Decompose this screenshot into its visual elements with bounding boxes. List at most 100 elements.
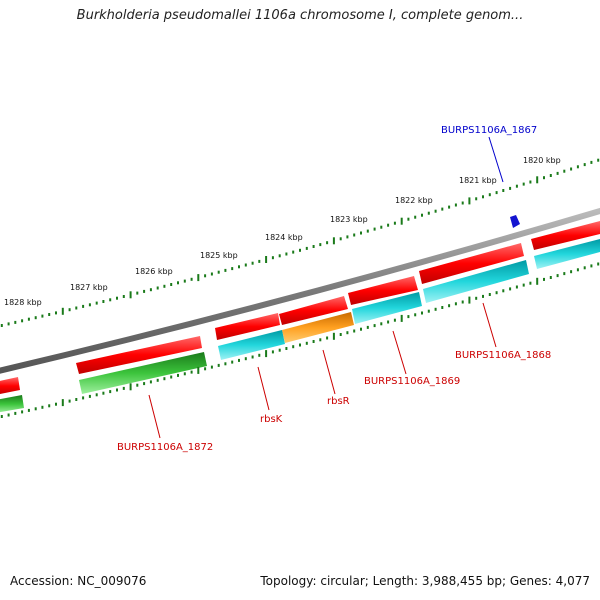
inner-ruler-minor-tick bbox=[576, 268, 579, 272]
outer-ruler-minor-tick bbox=[529, 180, 532, 184]
gene-rbsk-forward[interactable] bbox=[215, 313, 280, 340]
inner-ruler-ticks bbox=[0, 262, 600, 418]
inner-ruler-minor-tick bbox=[556, 274, 559, 278]
inner-ruler-minor-tick bbox=[522, 283, 525, 287]
outer-ruler-minor-tick bbox=[292, 250, 295, 254]
inner-ruler-major-tick bbox=[332, 332, 335, 340]
inner-ruler-major-tick bbox=[536, 277, 539, 285]
accession-text: Accession: NC_009076 bbox=[10, 574, 147, 588]
outer-ruler-minor-tick bbox=[482, 195, 484, 199]
outer-ruler-minor-tick bbox=[380, 225, 383, 229]
gene-burps1106a-1869[interactable] bbox=[348, 276, 418, 305]
outer-ruler-minor-tick bbox=[14, 320, 17, 324]
outer-ruler-minor-tick bbox=[55, 311, 57, 315]
outer-ruler-minor-tick bbox=[82, 304, 85, 308]
outer-ruler-minor-tick bbox=[434, 209, 437, 213]
inner-ruler-minor-tick bbox=[339, 333, 342, 336]
gene-burps1106a-1872[interactable] bbox=[79, 352, 207, 394]
outer-ruler-minor-tick bbox=[576, 165, 579, 169]
gene-rbsr[interactable] bbox=[282, 312, 354, 343]
inner-ruler-minor-tick bbox=[583, 266, 586, 270]
inner-ruler-minor-tick bbox=[48, 404, 51, 408]
label-rbsk[interactable]: rbsK bbox=[260, 414, 283, 425]
inner-ruler-minor-tick bbox=[271, 350, 274, 354]
inner-ruler-minor-tick bbox=[495, 291, 498, 295]
outer-ruler-minor-tick bbox=[461, 201, 464, 205]
inner-ruler-minor-tick bbox=[258, 353, 261, 357]
inner-ruler-minor-tick bbox=[482, 294, 484, 298]
outer-ruler-minor-tick bbox=[190, 277, 193, 281]
label-burps1106a-1867[interactable]: BURPS1106A_1867 bbox=[441, 125, 537, 136]
outer-ruler-minor-tick bbox=[21, 319, 24, 323]
label-burps1106a-1872[interactable]: BURPS1106A_1872 bbox=[117, 442, 213, 453]
outer-ruler-minor-tick bbox=[488, 193, 491, 197]
reverse-strand-genes[interactable] bbox=[0, 239, 600, 413]
outer-ruler-minor-tick bbox=[515, 184, 518, 188]
outer-ruler-minor-tick bbox=[583, 163, 586, 167]
outer-ruler-minor-tick bbox=[210, 272, 213, 276]
outer-ruler-minor-tick bbox=[231, 267, 234, 271]
inner-ruler-minor-tick bbox=[0, 415, 3, 418]
inner-ruler-minor-tick bbox=[543, 277, 545, 281]
outer-ruler-minor-tick bbox=[339, 237, 342, 241]
outer-ruler-minor-tick bbox=[543, 176, 545, 180]
outer-ruler-minor-tick bbox=[441, 207, 444, 211]
gene-left-edge-forward[interactable] bbox=[0, 377, 20, 395]
outer-ruler-minor-tick bbox=[299, 248, 301, 252]
gene-rbsk-reverse[interactable] bbox=[218, 330, 285, 360]
inner-ruler-minor-tick bbox=[190, 370, 193, 374]
inner-ruler-minor-tick bbox=[312, 340, 315, 343]
inner-ruler-minor-tick bbox=[421, 311, 423, 315]
inner-ruler-minor-tick bbox=[353, 329, 356, 333]
label-burps1106a-1868[interactable]: BURPS1106A_1868 bbox=[455, 350, 551, 361]
gene-burps1106a-1868[interactable] bbox=[419, 243, 524, 284]
position-marker-icon[interactable] bbox=[510, 215, 520, 228]
inner-ruler-minor-tick bbox=[217, 363, 220, 367]
outer-ruler-minor-tick bbox=[319, 243, 322, 247]
ruler-label-1824: 1824 kbp bbox=[265, 233, 303, 242]
inner-ruler-minor-tick bbox=[177, 373, 179, 377]
gene-left-edge-reverse[interactable] bbox=[0, 395, 24, 413]
outer-ruler-minor-tick bbox=[570, 167, 573, 171]
gene-burps1106a-1872-forward[interactable] bbox=[76, 336, 202, 374]
inner-ruler-minor-tick bbox=[454, 302, 457, 306]
outer-ruler-minor-tick bbox=[326, 241, 329, 245]
inner-ruler-minor-tick bbox=[502, 289, 505, 293]
gene-burps1106a-1867[interactable] bbox=[531, 221, 600, 250]
forward-strand-genes[interactable] bbox=[0, 221, 600, 395]
inner-ruler-minor-tick bbox=[563, 272, 566, 276]
inner-ruler-minor-tick bbox=[299, 343, 301, 347]
inner-ruler-minor-tick bbox=[204, 367, 207, 371]
gene-right-edge-reverse[interactable] bbox=[534, 239, 600, 269]
inner-ruler-minor-tick bbox=[278, 348, 281, 352]
outer-ruler-minor-tick bbox=[448, 205, 451, 209]
gene-rbsr-forward[interactable] bbox=[279, 296, 348, 325]
inner-ruler-minor-tick bbox=[305, 341, 308, 345]
inner-ruler-minor-tick bbox=[143, 382, 146, 386]
inner-ruler-minor-tick bbox=[41, 405, 44, 409]
ruler-label-1827: 1827 kbp bbox=[70, 283, 108, 292]
inner-ruler-minor-tick bbox=[597, 262, 600, 266]
outer-ruler-minor-tick bbox=[244, 263, 247, 267]
outer-ruler-minor-tick bbox=[509, 186, 512, 190]
inner-ruler-minor-tick bbox=[549, 276, 552, 279]
chromosome-backbone bbox=[0, 207, 600, 374]
inner-ruler-major-tick bbox=[265, 350, 268, 358]
label-burps1106a-1869[interactable]: BURPS1106A_1869 bbox=[364, 376, 460, 387]
ruler-label-1822: 1822 kbp bbox=[395, 196, 433, 205]
gene-burps1106a-1869-reverse[interactable] bbox=[352, 292, 422, 324]
outer-ruler-minor-tick bbox=[421, 213, 423, 217]
inner-ruler-minor-tick bbox=[570, 270, 573, 274]
outer-ruler-minor-tick bbox=[183, 279, 186, 283]
inner-ruler-minor-tick bbox=[122, 386, 125, 390]
outer-ruler-major-tick bbox=[265, 256, 268, 263]
inner-ruler-major-tick bbox=[468, 296, 471, 304]
outer-ruler-minor-tick bbox=[238, 265, 240, 269]
outer-ruler-minor-tick bbox=[217, 270, 220, 274]
outer-ruler-major-tick bbox=[197, 274, 200, 282]
outer-ruler-minor-tick bbox=[34, 316, 37, 320]
label-rbsr[interactable]: rbsR bbox=[327, 396, 350, 407]
inner-ruler-minor-tick bbox=[68, 399, 71, 403]
gene-burps1106a-1868-reverse[interactable] bbox=[423, 260, 529, 303]
